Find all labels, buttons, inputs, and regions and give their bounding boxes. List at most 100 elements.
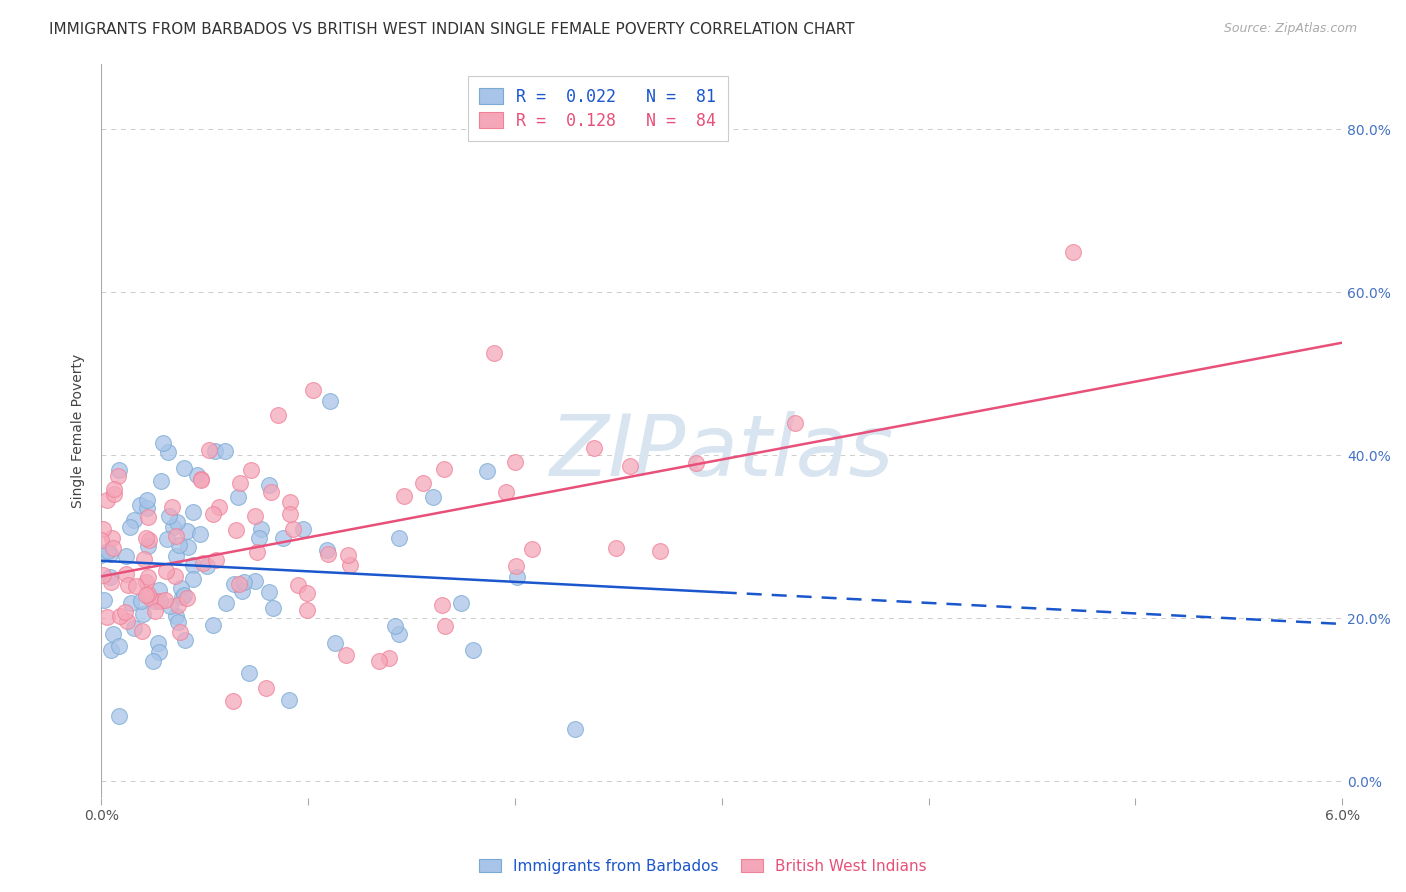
Point [243,574,266,588]
Point [564,722,586,736]
Point [143,594,166,608]
Point [186,467,208,482]
Point [450,596,472,610]
Point [176,524,198,539]
Point [287,578,309,592]
Point [173,460,195,475]
Point [228,490,250,504]
Point [243,509,266,524]
Point [257,477,280,491]
Point [181,558,204,572]
Point [335,648,357,662]
Point [156,445,179,459]
Point [229,475,252,490]
Point [281,522,304,536]
Point [201,507,224,521]
Point [101,541,124,555]
Point [115,614,138,628]
Point [96,610,118,624]
Point [337,548,360,562]
Point [520,541,543,556]
Point [136,539,159,553]
Point [318,547,340,561]
Point [125,579,148,593]
Point [619,459,641,474]
Point [201,618,224,632]
Point [120,596,142,610]
Point [129,498,152,512]
Point [388,626,411,640]
Point [153,593,176,607]
Point [136,586,159,600]
Point [412,476,434,491]
Point [239,462,262,476]
Point [225,523,247,537]
Point [143,604,166,618]
Point [228,577,250,591]
Point [183,505,205,519]
Point [295,586,318,600]
Point [114,567,136,582]
Point [136,510,159,524]
Point [103,482,125,496]
Point [93,593,115,607]
Point [167,615,190,629]
Point [181,572,204,586]
Point [114,605,136,619]
Point [157,508,180,523]
Point [188,526,211,541]
Point [190,473,212,487]
Point [115,549,138,563]
Point [118,519,141,533]
Point [107,462,129,476]
Point [302,383,325,397]
Point [124,621,146,635]
Point [463,643,485,657]
Point [98,569,121,583]
Text: ZIPatlas: ZIPatlas [550,411,894,494]
Point [176,591,198,605]
Point [785,416,807,430]
Point [319,393,342,408]
Point [97,544,120,558]
Point [176,540,198,554]
Text: IMMIGRANTS FROM BARBADOS VS BRITISH WEST INDIAN SINGLE FEMALE POVERTY CORRELATIO: IMMIGRANTS FROM BARBADOS VS BRITISH WEST… [49,22,855,37]
Point [247,531,270,545]
Point [339,558,361,572]
Point [139,591,162,606]
Point [100,643,122,657]
Point [174,633,197,648]
Point [108,608,131,623]
Point [149,594,172,608]
Point [1062,244,1084,259]
Point [271,531,294,545]
Point [146,636,169,650]
Point [162,520,184,534]
Point [148,645,170,659]
Point [316,543,339,558]
Point [136,492,159,507]
Legend: R =  0.022   N =  81, R =  0.128   N =  84: R = 0.022 N = 81, R = 0.128 N = 84 [468,76,728,141]
Point [433,462,456,476]
Point [135,587,157,601]
Point [278,693,301,707]
Point [430,599,453,613]
Point [135,531,157,545]
Point [165,529,187,543]
Point [122,513,145,527]
Point [152,436,174,450]
Point [169,624,191,639]
Point [388,531,411,545]
Point [108,708,131,723]
Point [198,443,221,458]
Point [132,552,155,566]
Point [166,516,188,530]
Point [685,456,707,470]
Point [477,464,499,478]
Point [103,627,125,641]
Point [96,492,118,507]
Point [167,598,190,612]
Point [222,694,245,708]
Y-axis label: Single Female Poverty: Single Female Poverty [72,354,86,508]
Point [259,584,281,599]
